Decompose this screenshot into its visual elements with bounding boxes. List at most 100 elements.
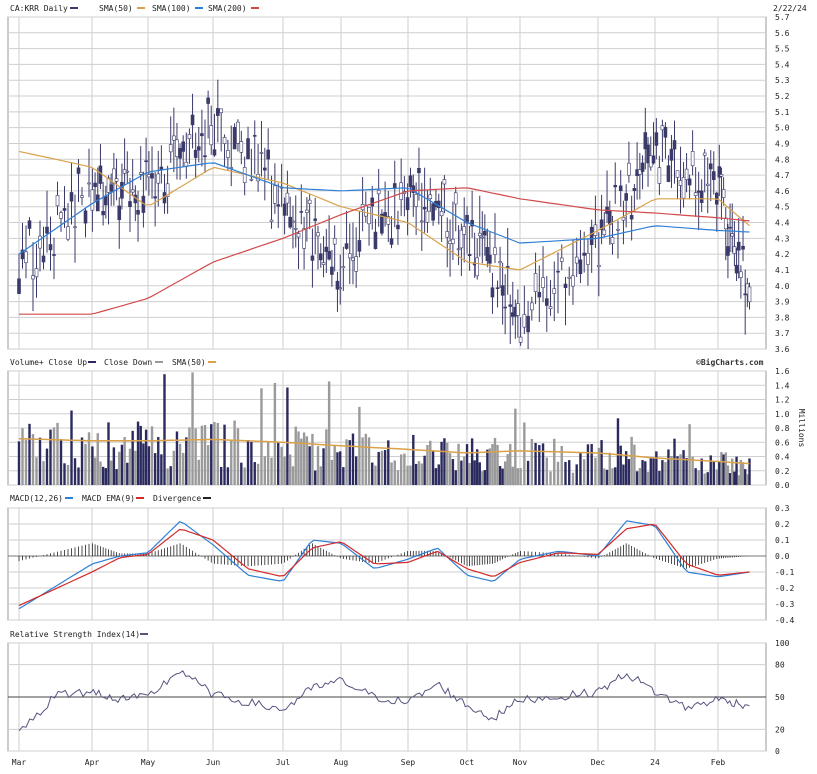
- price-tick-label: 5.2: [775, 92, 790, 101]
- price-candle-body: [627, 162, 631, 176]
- volume-bar-up: [136, 421, 140, 485]
- volume-bar-up: [635, 471, 639, 485]
- price-candle-body: [380, 213, 384, 234]
- legend-macd-ema: MACD EMA(9): [82, 494, 135, 503]
- volume-bar-up: [153, 453, 157, 485]
- x-tick-label: Jul: [276, 758, 291, 767]
- volume-bar-up: [649, 458, 652, 485]
- price-candle-body: [144, 160, 148, 163]
- price-candle-body: [586, 253, 590, 265]
- price-candle-body: [193, 149, 198, 158]
- price-candle-body: [640, 162, 645, 172]
- volume-tick-label: 1.4: [775, 381, 790, 390]
- volume-bar-down: [737, 475, 740, 485]
- volume-bar-down: [311, 433, 314, 485]
- volume-bar-down: [256, 463, 260, 485]
- volume-bar-down: [724, 452, 727, 485]
- volume-bar-down: [291, 466, 295, 485]
- price-candle-body: [392, 183, 397, 189]
- price-candle-body: [200, 133, 204, 137]
- price-candle-body: [324, 246, 329, 252]
- price-candle-body: [475, 257, 480, 277]
- price-candle-body: [681, 176, 686, 199]
- volume-bar-up: [454, 470, 457, 485]
- legend-rsi-swatch: [140, 633, 148, 635]
- price-candle-body: [282, 203, 287, 216]
- volume-bar-down: [327, 381, 331, 485]
- volume-bar-up: [541, 443, 545, 485]
- price-candle-body: [477, 232, 482, 237]
- volume-bar-down: [243, 467, 246, 485]
- volume-bar-up: [210, 424, 213, 485]
- price-candle-body: [370, 197, 375, 207]
- price-candle-body: [425, 210, 430, 223]
- volume-bar-down: [191, 372, 194, 485]
- price-candle-body: [597, 265, 601, 268]
- x-tick-label: Sep: [401, 758, 416, 767]
- price-candle-body: [414, 193, 418, 207]
- price-candle-body: [459, 229, 464, 249]
- x-tick-label: Apr: [85, 758, 100, 767]
- price-candle-body: [114, 178, 119, 182]
- volume-bar-down: [426, 445, 429, 485]
- price-candle-body: [236, 121, 240, 144]
- rsi-legend: Relative Strength Index(14): [10, 630, 148, 639]
- legend-sma100: SMA(100): [152, 4, 191, 13]
- price-candle-body: [17, 278, 21, 295]
- volume-bar-up: [735, 456, 738, 485]
- price-tick-label: 3.8: [775, 313, 790, 322]
- price-tick-label: 4.9: [775, 139, 790, 148]
- price-candle-body: [104, 195, 108, 206]
- volume-bar-up: [246, 439, 250, 485]
- legend-volume-sma50-swatch: [208, 361, 216, 363]
- volume-bar-up: [451, 459, 455, 485]
- volume-bar-down: [316, 446, 320, 485]
- volume-bar-down: [396, 470, 400, 485]
- price-candle-body: [629, 215, 634, 220]
- price-candle-body: [493, 247, 497, 255]
- price-candle-body: [93, 182, 97, 188]
- price-candle-body: [98, 165, 103, 184]
- volume-bar-down: [24, 439, 28, 485]
- price-candle-body: [632, 188, 637, 191]
- price-candle-body: [347, 253, 352, 259]
- volume-bar-up: [80, 437, 84, 485]
- price-candle-body: [684, 168, 689, 180]
- legend-symbol-swatch: [70, 7, 78, 9]
- price-candle-body: [172, 135, 176, 141]
- legend-macd: MACD(12,26): [10, 494, 63, 503]
- macd-tick-label: -0.3: [775, 600, 794, 609]
- volume-bar-up: [685, 458, 688, 485]
- volume-bar-down: [200, 425, 204, 485]
- volume-bar-up: [59, 439, 63, 485]
- price-candle-body: [428, 194, 433, 199]
- price-candle-body: [544, 298, 549, 306]
- price-candle-body: [216, 108, 220, 116]
- price-candle-body: [431, 203, 435, 221]
- price-candle-body: [651, 155, 656, 164]
- price-candle-body: [285, 192, 290, 204]
- price-candle-body: [678, 180, 683, 186]
- price-candle-body: [252, 135, 257, 137]
- volume-bar-up: [624, 451, 628, 485]
- price-tick-label: 4.4: [775, 219, 790, 228]
- volume-bar-up: [157, 437, 160, 485]
- volume-bar-up: [619, 445, 622, 485]
- volume-bar-up: [253, 462, 256, 485]
- price-candle-body: [490, 287, 495, 298]
- price-candle-body: [470, 220, 474, 227]
- volume-bar-up: [667, 449, 670, 485]
- price-candle-body: [117, 205, 122, 220]
- volume-tick-label: 1.0: [775, 410, 790, 419]
- price-candle-body: [351, 257, 355, 261]
- marks-layer: [17, 79, 752, 732]
- price-candle-body: [226, 150, 230, 158]
- price-candle-body: [165, 183, 170, 197]
- price-candle-body: [747, 286, 752, 303]
- volume-bar-up: [286, 387, 289, 485]
- volume-bar-up: [658, 470, 661, 485]
- price-candle-body: [299, 211, 304, 213]
- volume-bar-down: [409, 465, 412, 485]
- volume-bar-up: [676, 456, 679, 485]
